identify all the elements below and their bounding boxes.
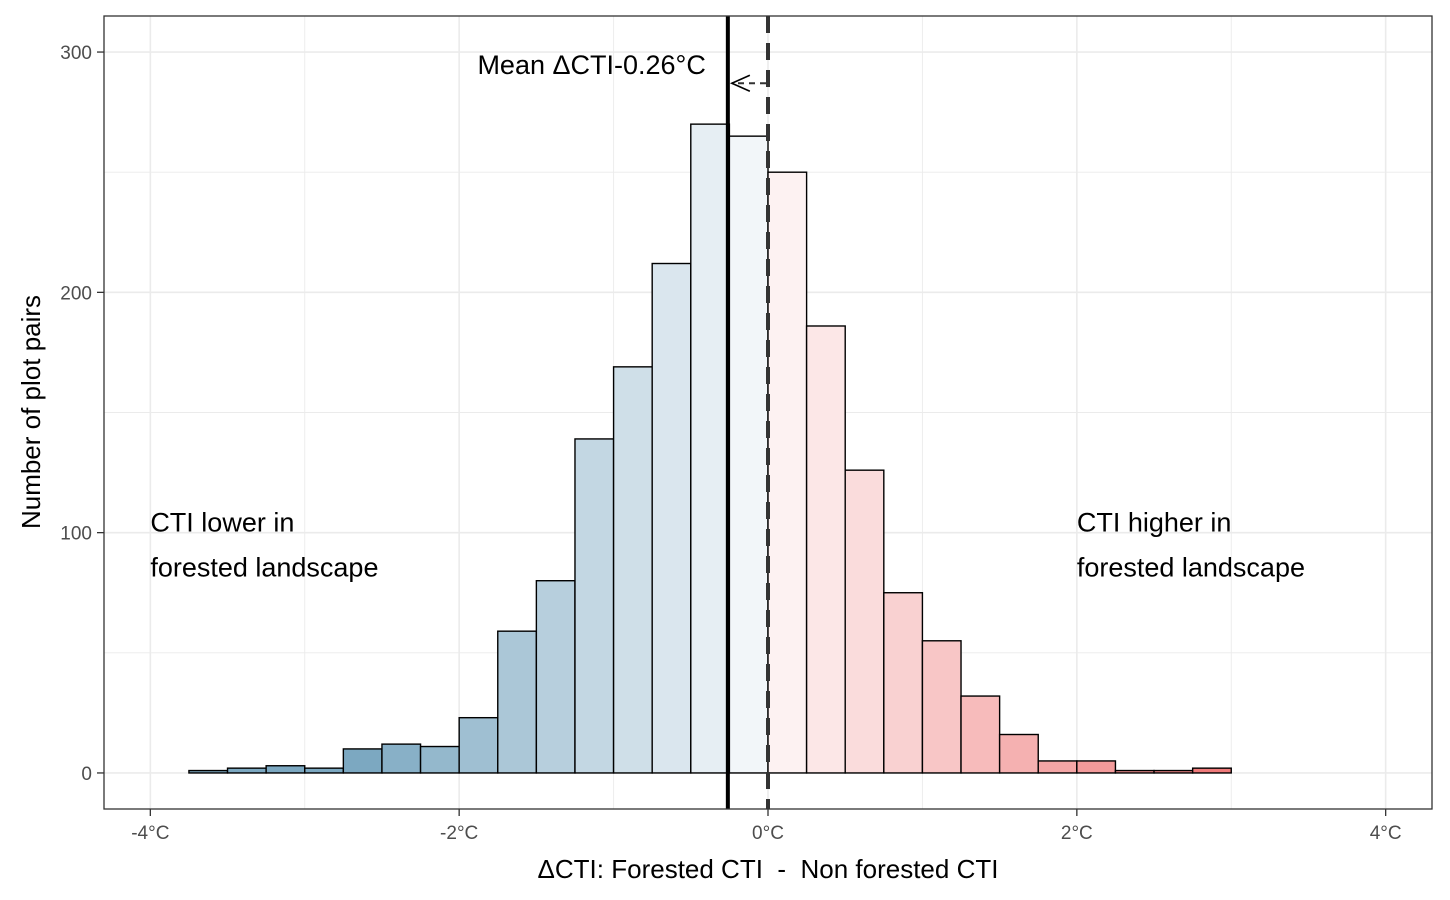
histogram-bar	[226, 767, 267, 774]
histogram-bar	[805, 325, 846, 774]
histogram-bars	[188, 123, 1232, 774]
x-axis-title: ΔCTI: Forested CTI - Non forested CTI	[538, 854, 999, 884]
histogram-bar	[1153, 769, 1194, 774]
histogram-bar	[844, 469, 885, 774]
histogram-bar	[304, 767, 345, 774]
annotation-left-line-1: CTI lower in	[150, 508, 294, 538]
histogram-bar	[1114, 769, 1155, 774]
histogram-bar	[535, 580, 576, 774]
annotation-right-line-1: CTI higher in	[1077, 508, 1232, 538]
histogram-bar	[1076, 760, 1117, 774]
histogram-bar	[612, 366, 653, 774]
histogram-bar	[381, 743, 422, 774]
y-tick-label: 300	[60, 43, 92, 64]
histogram-bar	[574, 438, 615, 774]
reference-lines	[725, 16, 770, 809]
histogram-bar	[265, 765, 306, 774]
annotation-right: CTI higher in forested landscape	[1077, 508, 1305, 583]
histogram-bar	[921, 640, 962, 774]
y-axis-title: Number of plot pairs	[16, 295, 46, 529]
annotation-left-line-2: forested landscape	[150, 553, 378, 583]
y-tick-label: 100	[60, 524, 92, 545]
histogram-bar	[651, 262, 692, 774]
mean-line-label: Mean ΔCTI-0.26°C	[477, 50, 705, 80]
annotation-right-line-2: forested landscape	[1077, 553, 1305, 583]
histogram-bar	[458, 716, 499, 774]
histogram-bar	[188, 769, 229, 774]
histogram-bar	[767, 171, 808, 774]
histogram-bar	[728, 135, 769, 774]
annotation-left: CTI lower in forested landscape	[150, 508, 378, 583]
axis-ticks: -4°C -2°C 0°C 2°C 4°C 0 100 200 300	[60, 43, 1401, 844]
y-tick-label: 0	[81, 764, 92, 785]
histogram-bar	[690, 123, 731, 774]
x-tick-label: 2°C	[1061, 823, 1093, 844]
histogram-bar	[883, 592, 924, 774]
histogram-bar	[419, 745, 460, 774]
histogram-bar	[497, 630, 538, 774]
histogram-bar	[998, 733, 1039, 774]
histogram-bar	[342, 748, 383, 774]
x-tick-label: 0°C	[752, 823, 784, 844]
y-tick-label: 200	[60, 283, 92, 304]
arrow-head	[729, 74, 751, 93]
x-tick-label: -2°C	[440, 823, 478, 844]
x-tick-label: -4°C	[131, 823, 169, 844]
histogram-bar	[1191, 767, 1232, 774]
histogram-bar	[1037, 760, 1078, 774]
x-tick-label: 4°C	[1370, 823, 1402, 844]
histogram-bar	[960, 695, 1001, 774]
